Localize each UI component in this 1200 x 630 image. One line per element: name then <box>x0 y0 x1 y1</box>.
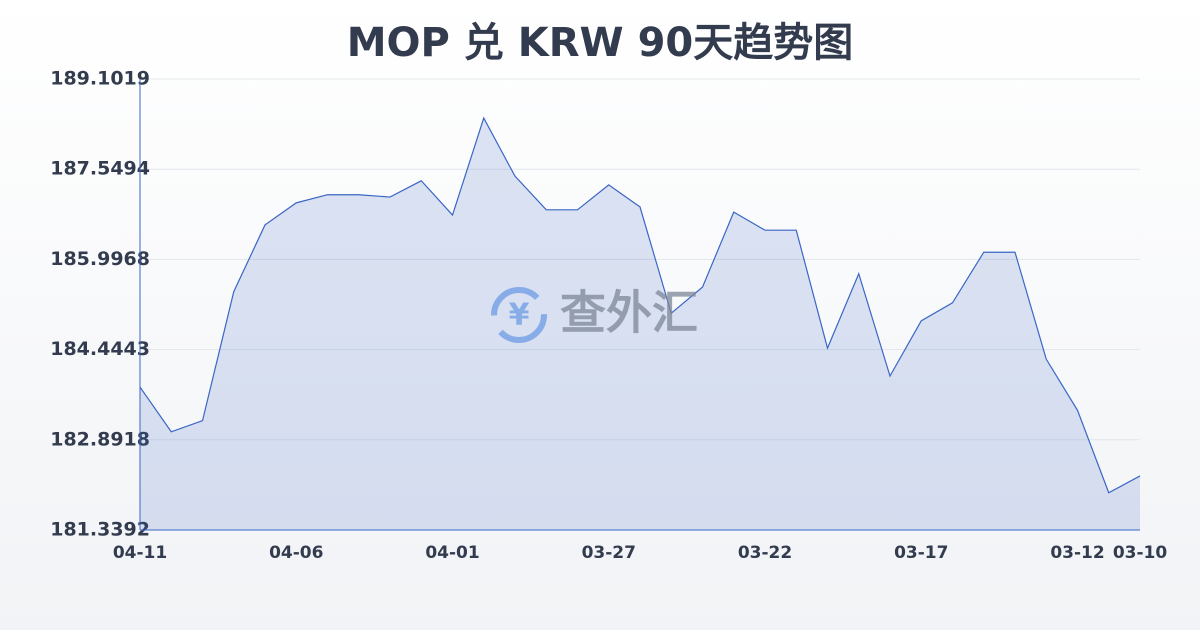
chart-title: MOP 兑 KRW 90天趋势图 <box>347 20 853 66</box>
x-tick-label: 04-11 <box>113 543 167 563</box>
x-tick-label: 04-01 <box>425 543 479 563</box>
x-tick-label: 03-27 <box>582 543 636 563</box>
watermark: ¥ 查外汇 <box>491 286 698 343</box>
x-tick-label: 04-06 <box>269 543 323 563</box>
y-tick-label: 189.1019 <box>50 68 150 90</box>
watermark-icon <box>491 287 547 343</box>
y-tick-label: 185.9968 <box>50 248 150 270</box>
watermark-icon-symbol: ¥ <box>509 298 530 333</box>
y-tick-label: 181.3392 <box>50 519 150 541</box>
y-tick-label: 182.8918 <box>50 428 150 450</box>
area-fill <box>140 118 1140 530</box>
x-tick-label: 03-12 <box>1050 543 1104 563</box>
plot-area: 181.3392 182.8918 184.4443 185.9968 187.5494… <box>50 68 1167 564</box>
watermark-text: 查外汇 <box>560 286 698 340</box>
x-tick-label: 03-10 <box>1113 543 1168 563</box>
y-tick-label: 187.5494 <box>50 158 150 180</box>
line <box>139 116 1141 494</box>
y-tick-label: 184.4443 <box>50 338 150 360</box>
x-tick-label: 03-22 <box>738 543 792 563</box>
x-tick-label: 03-17 <box>894 543 948 563</box>
